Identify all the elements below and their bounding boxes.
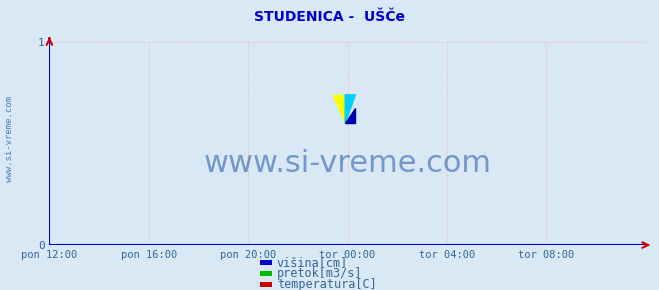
Text: temperatura[C]: temperatura[C] [277,278,376,290]
Text: pretok[m3/s]: pretok[m3/s] [277,267,362,280]
Text: višina[cm]: višina[cm] [277,256,348,269]
Polygon shape [345,108,355,123]
Text: STUDENICA -  UŠČe: STUDENICA - UŠČe [254,10,405,24]
Text: www.si-vreme.com: www.si-vreme.com [204,149,492,178]
Polygon shape [345,95,355,123]
Text: www.si-vreme.com: www.si-vreme.com [5,96,14,182]
Polygon shape [333,95,345,123]
